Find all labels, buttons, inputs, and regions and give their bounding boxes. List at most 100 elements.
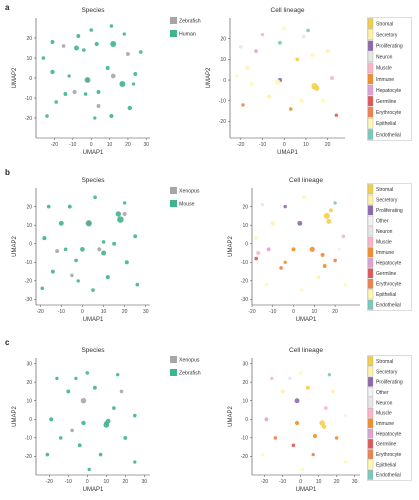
x-tick-label: -20 [51, 142, 58, 148]
y-tick-label: 0 [29, 242, 32, 248]
data-point [50, 269, 55, 274]
legend-swatch [170, 17, 177, 24]
data-point [110, 41, 117, 47]
data-point [254, 256, 259, 261]
legend-label: Proliferating [376, 44, 403, 50]
legend-label: Epithelial [376, 121, 396, 127]
legend-swatch [367, 84, 374, 96]
data-point [330, 76, 334, 80]
y-tick-label: -10 [25, 436, 32, 442]
data-point [55, 249, 60, 254]
x-tick-label: 0 [81, 309, 84, 315]
x-tick-label: 0 [86, 479, 89, 485]
data-point [96, 90, 101, 94]
legend-swatch [367, 387, 374, 397]
legend-swatch [170, 200, 177, 207]
legend-label: Erythrocyte [376, 452, 402, 458]
x-tick-label: -10 [279, 479, 286, 485]
legend-swatch [367, 51, 374, 63]
legend-swatch [367, 205, 374, 216]
legend-label: Immune [376, 250, 394, 256]
x-tick-label: 20 [122, 309, 128, 315]
data-point [98, 452, 103, 457]
legend-label: Stromal [376, 187, 393, 193]
data-point [76, 279, 80, 283]
data-point [328, 208, 333, 213]
data-point [80, 246, 85, 252]
data-point [125, 52, 130, 56]
data-point [115, 211, 122, 217]
legend-label: Other [376, 390, 389, 396]
data-point [312, 433, 318, 439]
legend-swatch [367, 366, 374, 377]
data-point [61, 44, 66, 48]
data-point [333, 258, 337, 263]
data-point [254, 49, 258, 53]
x-axis-label: UMAP1 [83, 150, 104, 156]
y-tick-label: -10 [25, 96, 32, 102]
data-point [91, 288, 95, 292]
legend-label: Secretory [376, 198, 398, 204]
data-point [42, 236, 47, 241]
y-tick-label: 0 [29, 417, 32, 423]
data-point [67, 204, 72, 209]
y-tick-label: 30 [242, 361, 248, 367]
x-tick-label: -20 [46, 479, 53, 485]
legend-label: Muscle [376, 411, 392, 417]
data-point [261, 452, 265, 457]
x-tick-label: 10 [312, 309, 318, 315]
legend-swatch [367, 278, 374, 289]
y-tick-label: -30 [241, 297, 248, 303]
legend-label: Germline [376, 442, 397, 448]
data-point [343, 460, 348, 464]
legend-label: Secretory [376, 32, 398, 38]
data-point [122, 32, 126, 36]
data-point [273, 436, 278, 440]
legend-label: Proliferating [376, 208, 403, 214]
data-point [341, 234, 346, 239]
data-point [333, 201, 337, 205]
x-tick-label: 20 [325, 142, 331, 148]
species-plot-c: Species -20 -10 0 10 20 30 -20 -10 0 10 20 30 UMAP1 UM… [12, 347, 201, 493]
x-tick-label: 20 [125, 142, 131, 148]
data-point [310, 52, 315, 58]
x-tick-label: -10 [58, 309, 65, 315]
data-point [283, 260, 287, 264]
x-tick-label: -10 [69, 142, 76, 148]
data-point [101, 250, 107, 256]
data-point [131, 82, 136, 86]
data-point [72, 89, 77, 95]
data-point [132, 413, 137, 418]
legend-swatch [367, 459, 374, 470]
data-point [76, 34, 81, 38]
x-tick-label: 0 [299, 479, 302, 485]
data-point [277, 40, 282, 45]
data-point [135, 282, 140, 287]
y-tick-label: -20 [241, 279, 248, 285]
y-tick-label: 10 [26, 223, 32, 229]
data-point [280, 389, 285, 394]
data-point [320, 252, 325, 257]
data-point [92, 385, 97, 390]
data-point [89, 28, 94, 32]
data-point [327, 373, 332, 377]
y-tick-label: -10 [219, 99, 226, 105]
legend-label: Muscle [376, 240, 392, 246]
legend-label: Epithelial [376, 462, 396, 468]
legend-swatch [367, 257, 374, 268]
y-tick-label: 20 [242, 204, 248, 210]
data-point [288, 107, 293, 111]
data-point [81, 48, 86, 52]
data-point [297, 220, 303, 226]
data-point [63, 92, 68, 96]
legend-label: Proliferating [376, 380, 403, 386]
data-point [260, 32, 265, 37]
data-point [334, 436, 339, 440]
y-tick-label: 10 [220, 57, 226, 63]
legend-swatch [367, 377, 374, 387]
y-tick-label: -20 [25, 116, 32, 122]
legend-frame [367, 17, 412, 141]
legend-swatch [367, 18, 374, 29]
data-point [123, 201, 127, 205]
legend-label: Muscle [376, 66, 392, 72]
